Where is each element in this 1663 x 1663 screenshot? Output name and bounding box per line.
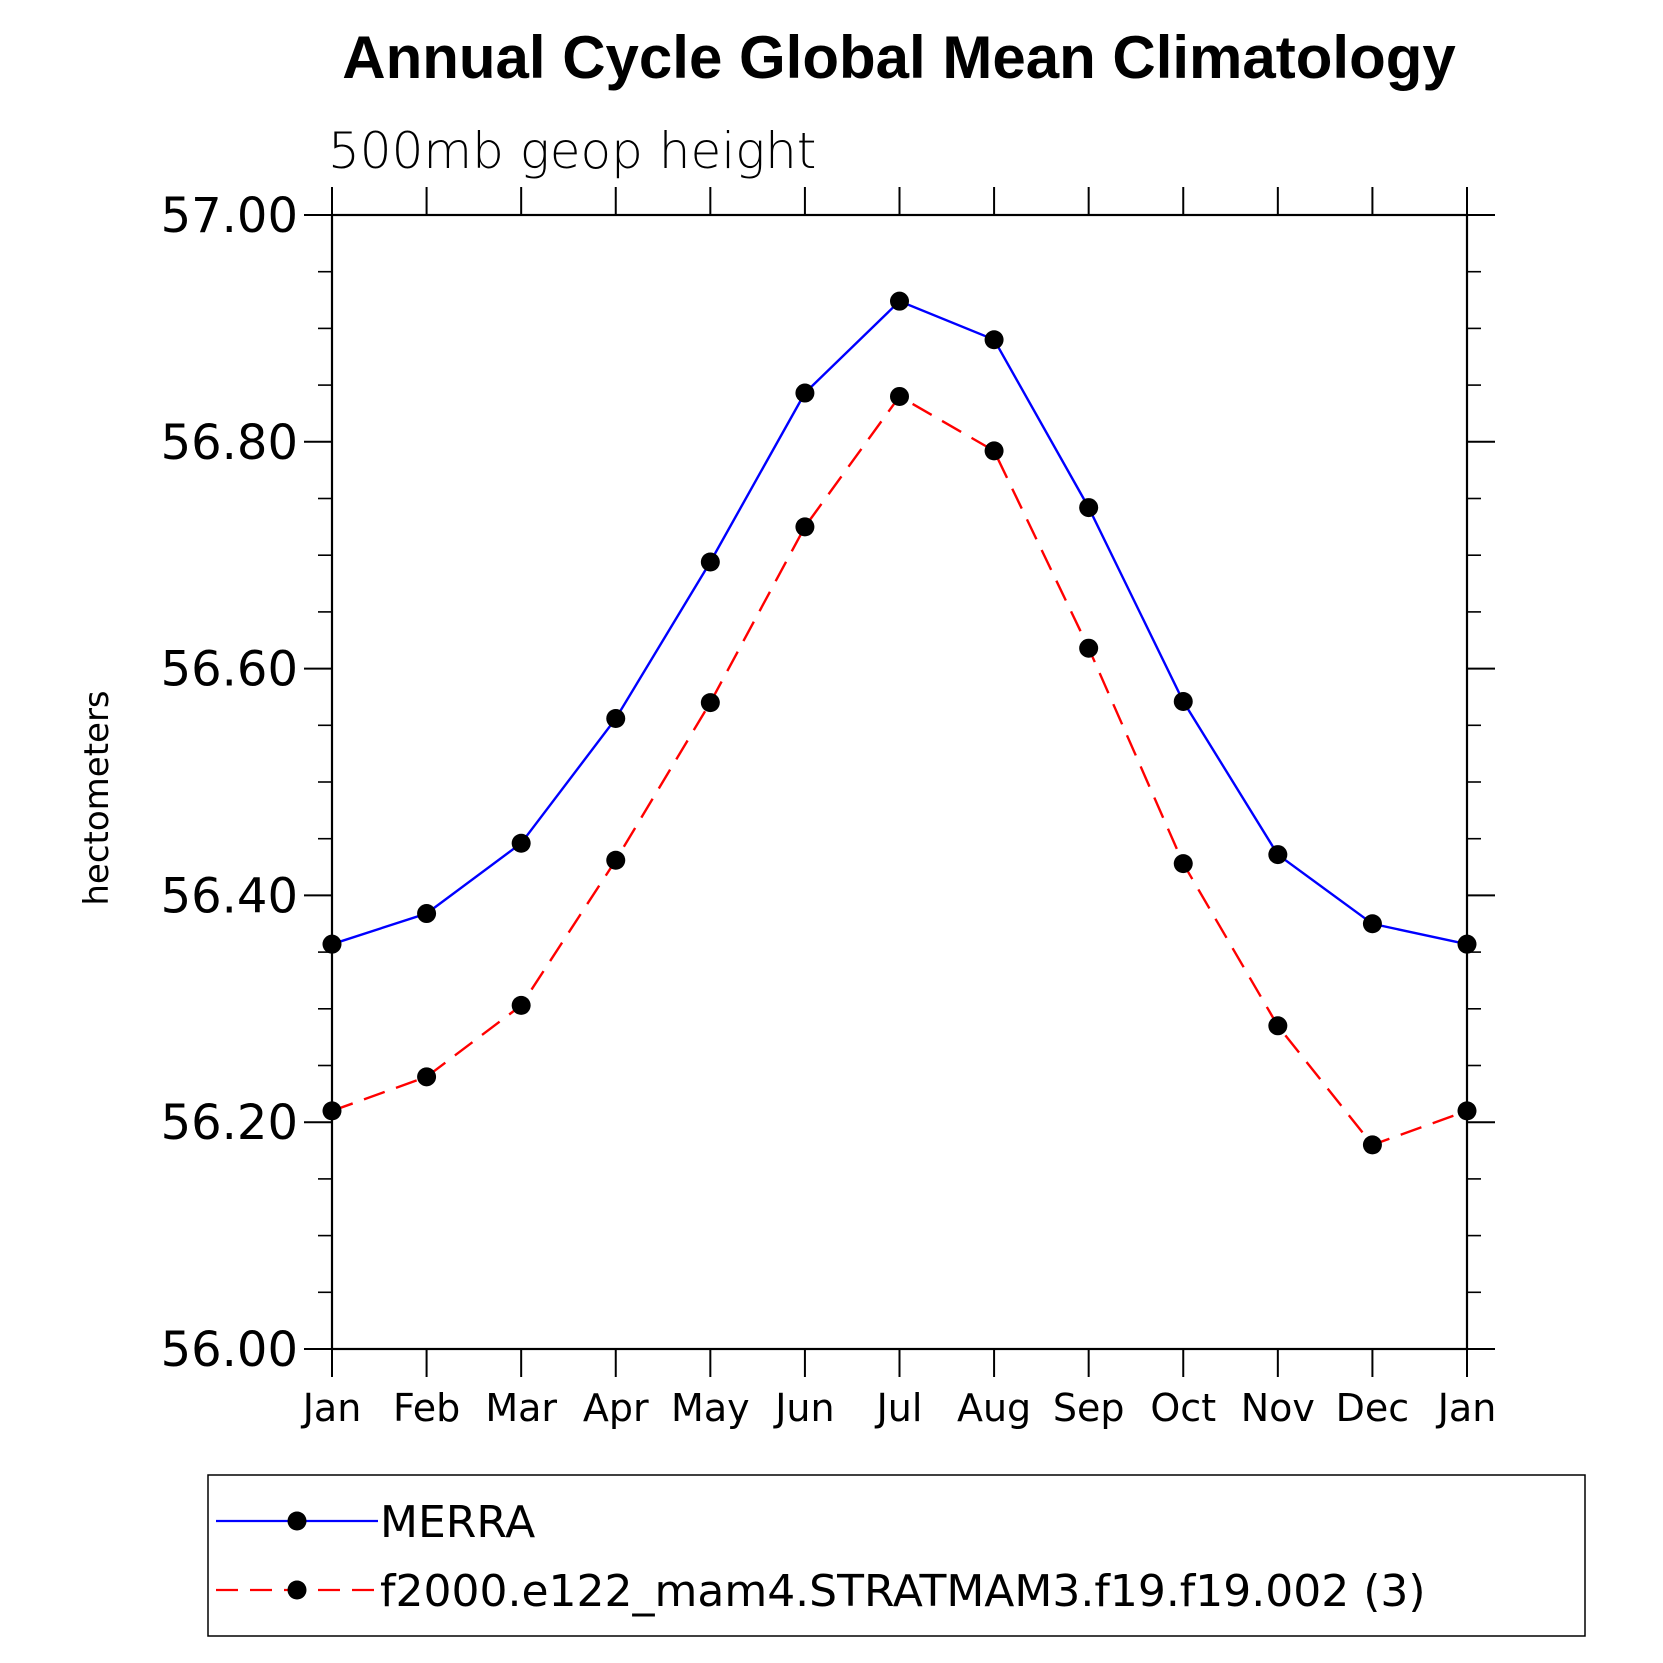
y-tick-label: 56.00 (161, 1322, 298, 1378)
series-0-point (700, 552, 720, 572)
series-line-1 (331, 394, 1468, 1147)
y-tick-label: 56.80 (161, 415, 298, 471)
series-1-point (1173, 854, 1193, 874)
series-1-point (606, 850, 626, 870)
x-tick-label: Oct (1150, 1386, 1216, 1430)
series-1-point (984, 441, 1004, 461)
series-0-point (511, 833, 531, 853)
x-tick-label: Jun (773, 1386, 834, 1430)
series-0-point (1457, 934, 1477, 954)
series-1-point (1079, 638, 1099, 658)
x-tick-label: Apr (583, 1386, 649, 1430)
series-1-point (1268, 1016, 1288, 1036)
legend-marker-merra (287, 1511, 307, 1531)
legend-label-f2000: f2000.e122_mam4.STRATMAM3.f19.f19.002 (3… (380, 1566, 1426, 1617)
axes: 56.00 56.20 56.40 56.60 56.80 57.00 Jan Feb Mar A… (161, 187, 1497, 1430)
series-1-point (700, 693, 720, 713)
legend-box (207, 1474, 1586, 1637)
x-tick-label: Jan (301, 1386, 362, 1430)
series-layer (322, 291, 1477, 1155)
x-tick-label: Jul (875, 1386, 923, 1430)
y-tick-label: 56.60 (161, 642, 298, 698)
y-tick-label: 56.40 (161, 868, 298, 924)
series-0-point (606, 708, 626, 728)
x-tick-label: Sep (1053, 1386, 1125, 1430)
legend: MERRA f2000.e122_mam4.STRATMAM3.f19.f19.… (207, 1474, 1586, 1637)
series-0-point (417, 904, 437, 924)
y-axis-label: hectometers (77, 690, 117, 905)
series-1-point (795, 517, 815, 537)
x-tick-label: May (671, 1386, 750, 1430)
series-1-point (511, 995, 531, 1015)
series-1-point (1362, 1135, 1382, 1155)
x-tick-label: Mar (485, 1386, 557, 1430)
series-1-point (322, 1101, 342, 1121)
x-tick-label: Dec (1336, 1386, 1410, 1430)
x-tick-label: Aug (957, 1386, 1031, 1430)
x-tick-label: Feb (393, 1386, 460, 1430)
y-tick-label: 56.20 (161, 1095, 298, 1151)
series-0-point (795, 383, 815, 403)
series-1-point (417, 1067, 437, 1087)
series-0-point (322, 934, 342, 954)
legend-marker-f2000 (287, 1580, 307, 1600)
series-0-point (890, 291, 909, 311)
series-1-point (890, 386, 909, 406)
legend-label-merra: MERRA (380, 1497, 535, 1548)
x-tick-label: Nov (1241, 1386, 1315, 1430)
legend-entry-merra: MERRA (216, 1497, 535, 1548)
series-0-point (1362, 914, 1382, 934)
chart-subtitle: 500mb geop height (328, 122, 816, 180)
series-0-point (1173, 691, 1193, 711)
series-1-point (1457, 1101, 1477, 1121)
series-0-point (1268, 845, 1288, 865)
x-tick-label: Jan (1436, 1386, 1497, 1430)
chart-title: Annual Cycle Global Mean Climatology (342, 24, 1456, 91)
series-0-point (1079, 498, 1099, 518)
y-tick-label: 57.00 (161, 188, 298, 244)
legend-entry-f2000: f2000.e122_mam4.STRATMAM3.f19.f19.002 (3… (216, 1566, 1426, 1617)
plot-frame (330, 213, 1469, 1351)
series-0-point (984, 330, 1004, 350)
